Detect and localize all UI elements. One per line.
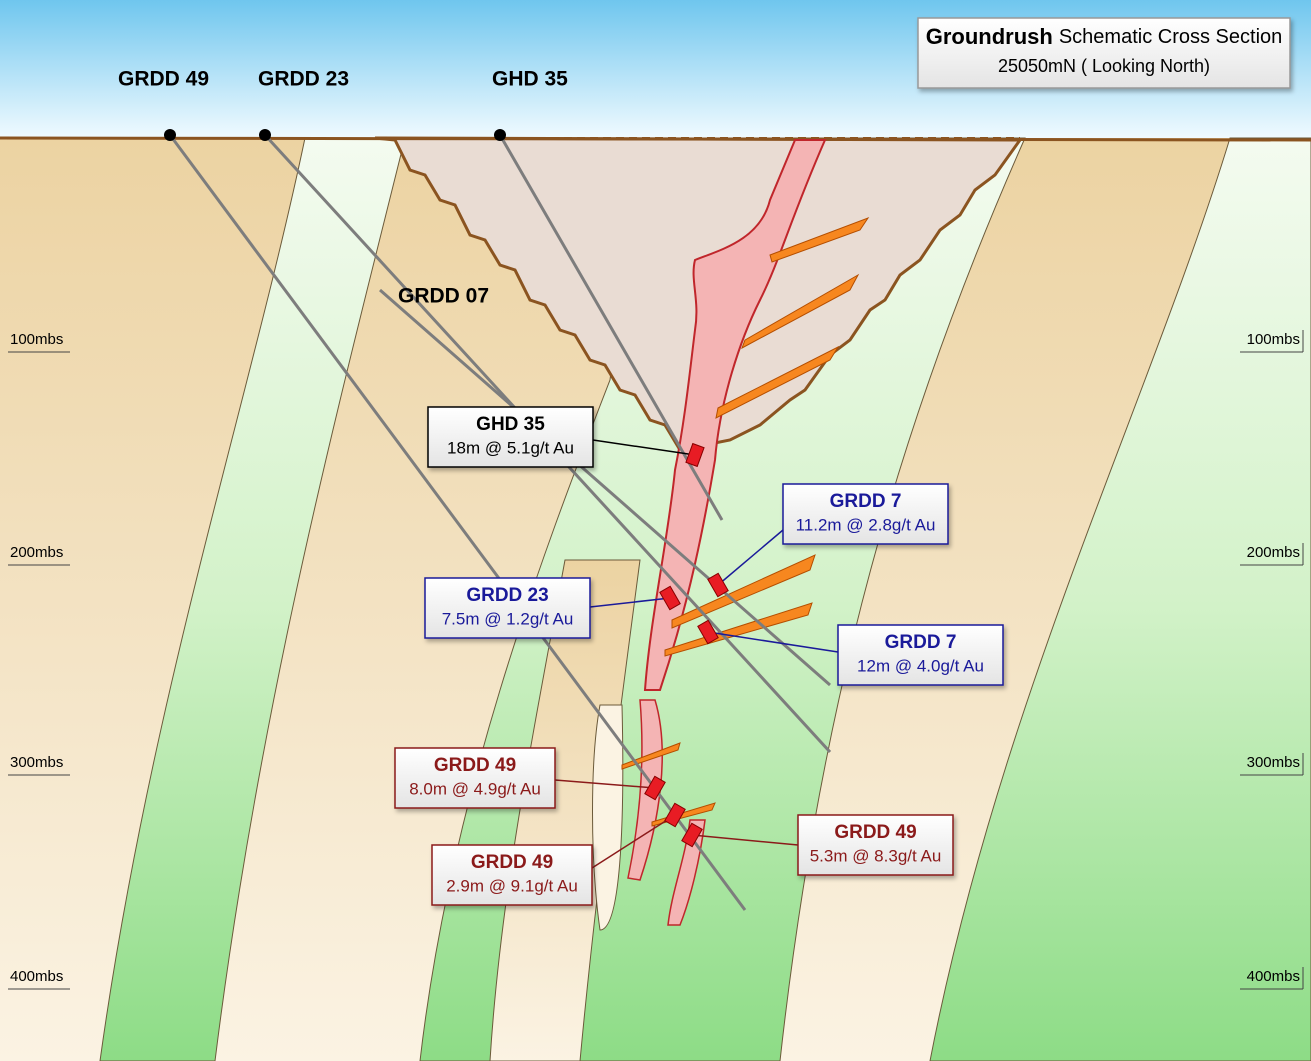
intercept-marker [644,775,666,801]
collars [164,129,506,141]
depth-label: 200mbs [10,544,63,561]
green-band [929,137,1311,1061]
callout-result: 8.0m @ 4.9g/t Au [409,779,541,798]
callout-leader [707,631,839,653]
callout-result: 11.2m @ 2.8g/t Au [796,515,936,534]
callout-hole: GRDD 49 [471,852,553,873]
intercept-marker [681,822,703,848]
callout-leader [554,779,656,789]
callouts: GHD 35 18m @ 5.1g/t Au GRDD 7 11.2m @ 2.8g/… [394,406,1004,906]
depth-label: 400mbs [10,968,63,985]
callout-leader [691,834,799,846]
intercept-marker [659,585,681,611]
callout-box [394,747,556,809]
callout-hole: GRDD 23 [466,585,548,606]
depth-label: 100mbs [10,331,63,348]
intercept-marker [664,802,686,828]
callout-box [837,624,1004,686]
callout-box [431,844,593,906]
callout-leader [717,529,784,586]
collar-label: GRDD 23 [258,68,349,91]
hole-label: GRDD 07 [398,285,489,308]
title-rest: Schematic Cross Section [1059,26,1282,48]
callout-box [424,577,591,639]
callout-hole: GRDD 49 [834,822,916,843]
callout-box [797,814,954,876]
title: Groundrush Schematic Cross Section [926,24,1283,49]
subtitle: 25050mN ( Looking North) [998,56,1210,76]
intercept-marker [685,442,705,468]
callout-result: 12m @ 4.0g/t Au [857,656,984,675]
callout-leader [589,597,671,608]
callout-result: 18m @ 5.1g/t Au [447,438,574,457]
depth-label: 100mbs [1247,331,1300,348]
depth-labels: 100mbs 100mbs 200mbs 200mbs 300mbs 300mbs 400m… [8,330,1304,990]
callout-result: 5.3m @ 8.3g/t Au [810,846,942,865]
title-box: Groundrush Schematic Cross Section 25050m… [917,17,1291,89]
intercept-marker [707,572,729,598]
callout-hole: GRDD 7 [885,632,957,653]
callout-hole: GRDD 49 [434,755,516,776]
depth-label: 400mbs [1247,968,1300,985]
callout-hole: GRDD 7 [830,491,902,512]
callout-box [427,406,594,468]
collar-label: GHD 35 [492,68,568,91]
callout-leader [592,439,696,456]
callout-box [782,483,949,545]
green-band [99,137,406,1061]
depth-label: 300mbs [1247,754,1300,771]
collar-label: GRDD 49 [118,68,209,91]
title-name: Groundrush [926,24,1053,49]
intercept-marker [697,619,719,645]
ore-body [643,139,827,691]
depth-label: 300mbs [10,754,63,771]
depth-label: 200mbs [1247,544,1300,561]
callout-result: 2.9m @ 9.1g/t Au [446,876,578,895]
callout-hole: GHD 35 [476,414,545,435]
callout-leader [591,814,676,869]
beige-lens [592,704,624,931]
callout-result: 7.5m @ 1.2g/t Au [442,609,574,628]
ore-lenses [621,216,870,827]
